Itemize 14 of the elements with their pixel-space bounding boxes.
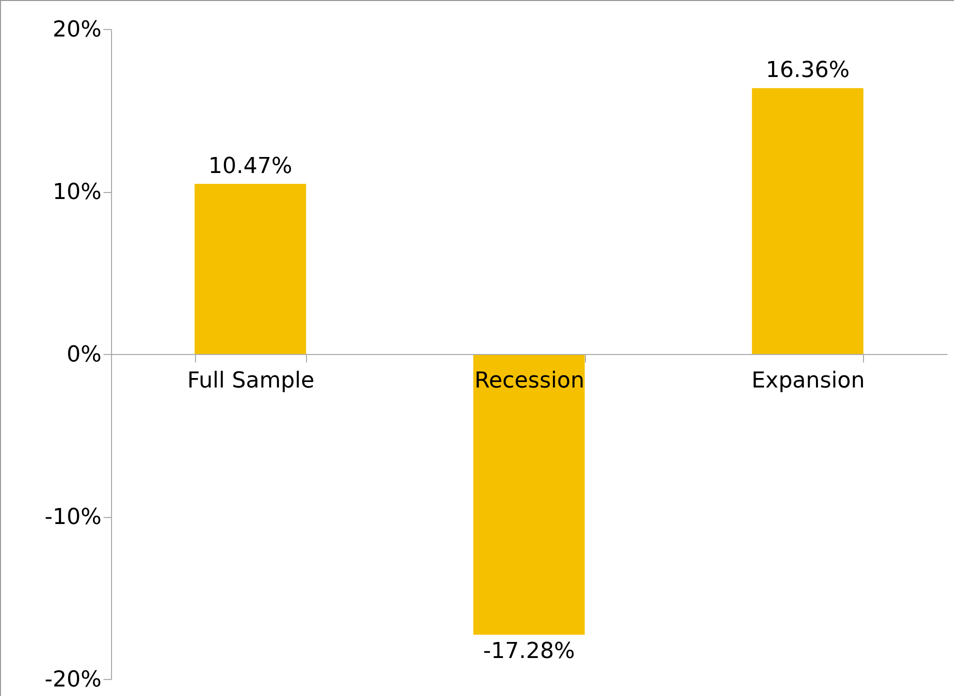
y-tick-label: 0% [66, 342, 102, 368]
bar [194, 184, 306, 354]
data-label: 16.36% [766, 58, 850, 84]
x-tick-label: Expansion [752, 368, 865, 394]
bar [473, 354, 585, 635]
data-label: 10.47% [208, 154, 292, 179]
data-label: -17.28% [483, 638, 575, 664]
y-tick-label: 20% [52, 18, 102, 42]
y-tick-label: -20% [44, 668, 102, 692]
x-tick-label: Recession [474, 368, 584, 394]
y-tick-label: -10% [44, 505, 102, 530]
x-tick-label: Full Sample [187, 368, 314, 394]
bar [752, 88, 864, 354]
y-tick-label: 10% [52, 180, 102, 205]
